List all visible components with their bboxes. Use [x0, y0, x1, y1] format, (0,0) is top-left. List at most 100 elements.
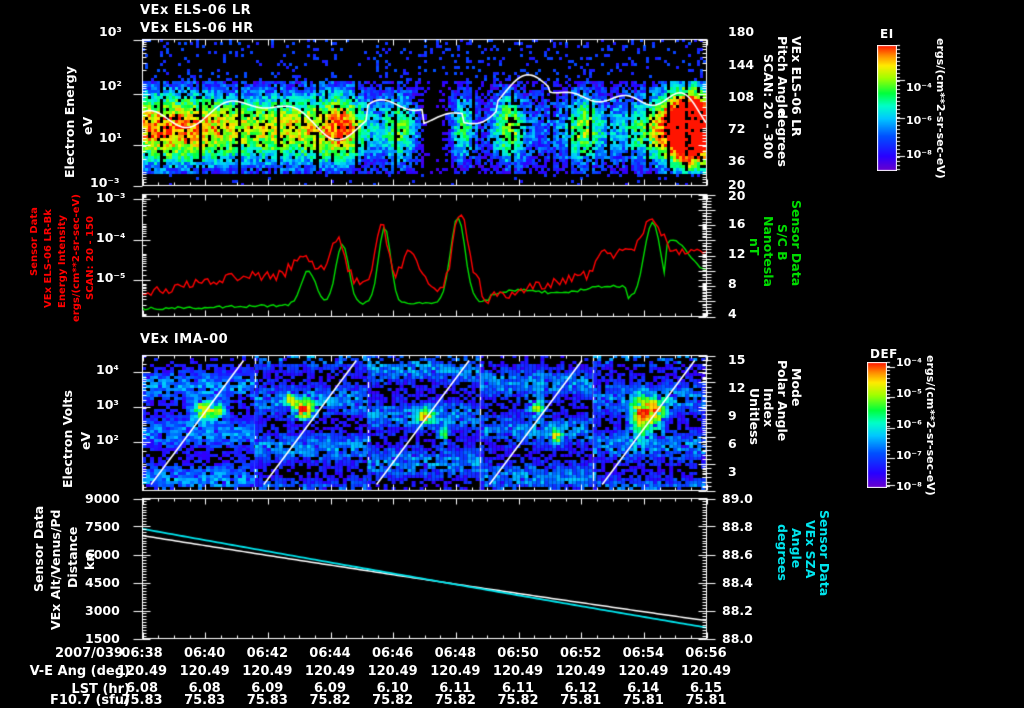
panel2-left-label-3: ergs/(cm**2-sr-sec-eV) [71, 194, 82, 322]
panel3-rtick-4: 3 [728, 464, 737, 479]
panel3-ytick-1: 10³ [96, 397, 119, 412]
panel4-ytick-4: 3000 [85, 603, 120, 618]
panel1-rtick-0: 180 [728, 24, 755, 39]
panel3-cbtick-2: 10⁻⁶ [896, 418, 922, 431]
bottom-table-f107-8: 75.81 [622, 693, 664, 708]
panel2-ytick-0: 10⁻³ [96, 190, 126, 205]
bottom-table-ve-ang-9: 120.49 [680, 664, 732, 679]
panel2-right-label-0: Sensor Data [789, 200, 804, 287]
panel4-ytick-0: 9000 [85, 491, 120, 506]
bottom-table-rowlabel-0: V-E Ang (deg) [29, 664, 130, 679]
panel1-ytick-2: 10¹ [99, 130, 122, 145]
panel1-rtick-3: 72 [728, 121, 746, 136]
panel1-colorbar-unit: ergs/(cm**2-sr-sec-eV) [934, 38, 947, 179]
panel2-rtick-0: 20 [728, 188, 746, 203]
bottom-table-lst-7: 6.12 [564, 681, 597, 696]
panel2-left-label-2: Energy Intensity [57, 214, 68, 308]
bottom-table-ve-ang-1: 120.49 [179, 664, 230, 679]
panel2-ytick-1: 10⁻⁴ [96, 230, 126, 245]
bottom-table-lst-6: 6.11 [501, 681, 535, 696]
panel2-ytick-2: 10⁻⁵ [96, 270, 126, 285]
panel3-right-label-0: Mode [789, 368, 804, 407]
panel4-right-label-1: VEx SZA [803, 520, 818, 579]
bottom-table-lst-5: 6.11 [439, 681, 472, 696]
bottom-table-f107-6: 75.82 [497, 693, 539, 708]
bottom-table-lst-9: 6.15 [689, 681, 723, 696]
bottom-table-lst-3: 6.09 [313, 681, 347, 696]
bottom-table-f107-5: 75.82 [434, 693, 476, 708]
panel1-ytick-1: 10² [99, 78, 122, 93]
panel1-rtick-2: 108 [728, 89, 755, 104]
panel4-right-label-0: Sensor Data [817, 510, 832, 597]
panel3-colorbar [867, 362, 887, 488]
panel1-rtick-5: 20 [728, 177, 746, 192]
panel2-right-label-2: Nanotesla [761, 216, 776, 287]
panel1-colorbar [877, 45, 897, 171]
panel3-right-label-2: Index [761, 388, 776, 428]
panel4-right-label-2: Angle [789, 528, 804, 569]
panel1-title-lr: VEx ELS-06 LR [140, 3, 252, 18]
panel3-title: VEx IMA-00 [140, 332, 229, 347]
panel3-cbtick-1: 10⁻⁵ [896, 387, 922, 400]
bottom-table-f107-3: 75.82 [309, 693, 351, 708]
panel1-title-hr: VEx ELS-06 HR [140, 21, 254, 36]
panel4-rtick-4: 88.2 [722, 603, 753, 618]
bottom-table-f107-7: 75.81 [560, 693, 602, 708]
panel1-rtick-1: 144 [728, 57, 755, 72]
panel4-ytick-2: 6000 [85, 547, 120, 562]
panel3-ytick-0: 10⁴ [96, 362, 119, 377]
bottom-table-time-8: 06:54 [622, 646, 665, 661]
panel3-rtick-3: 6 [728, 436, 737, 451]
bottom-table-time-6: 06:50 [497, 646, 539, 661]
bottom-table-time-2: 06:42 [246, 646, 289, 661]
panel1-rtick-4: 36 [728, 153, 746, 168]
bottom-table-time-5: 06:48 [434, 646, 477, 661]
panel4-left-label-2: Distance [65, 526, 80, 588]
bottom-table-f107-0: 75.83 [121, 693, 163, 708]
bottom-table-time-3: 06:44 [309, 646, 351, 661]
bottom-table-rowlabel-1: LST (hr) [71, 682, 130, 697]
panel1-colorbar-title: EI [880, 27, 894, 41]
bottom-table-f107-2: 75.83 [246, 693, 288, 708]
panel4-rtick-1: 88.8 [722, 519, 753, 534]
panel3-left-axis-label: Electron Volts [60, 390, 75, 488]
panel3-axes [132, 348, 726, 499]
panel4-rtick-0: 89.0 [722, 491, 753, 506]
bottom-table-ve-ang-0: 120.49 [116, 664, 168, 679]
bottom-table-time-9: 06:56 [685, 646, 727, 661]
panel4-rtick-2: 88.6 [722, 547, 753, 562]
bottom-table-rowlabel-2: F10.7 (sfu) [49, 693, 130, 708]
panel4-ytick-3: 4500 [85, 575, 120, 590]
bottom-table-ve-ang-3: 120.49 [304, 664, 356, 679]
panel3-rtick-0: 15 [728, 352, 746, 367]
panel3-colorbar-title: DEF [870, 347, 898, 361]
panel3-right-label-1: Polar Angle [775, 360, 790, 442]
panel2-right-label-1: S/C B [775, 224, 790, 261]
panel4-right-label-3: degrees [775, 524, 790, 581]
panel2-axes [132, 187, 726, 325]
panel1-axes [132, 32, 726, 194]
bottom-table-ve-ang-5: 120.49 [430, 664, 481, 679]
bottom-table-ve-ang-2: 120.49 [242, 664, 293, 679]
bottom-table-lst-8: 6.14 [627, 681, 660, 696]
panel1-right-label-2: degrees [775, 110, 790, 167]
panel1-right-label-1: VEx ELS-06 LR [789, 36, 804, 137]
panel3-rtick-1: 12 [728, 380, 746, 395]
bottom-table-lst-2: 6.09 [251, 681, 284, 696]
panel2-right-label-3: nT [747, 238, 762, 256]
panel3-colorbar-ticks [887, 360, 897, 490]
bottom-table-time-7: 06:52 [559, 646, 602, 661]
bottom-table-time-4: 06:46 [371, 646, 414, 661]
panel3-left-axis-unit: eV [78, 431, 93, 450]
panel2-left-label-0: Sensor Data [29, 207, 40, 276]
panel4-ytick-5: 1500 [85, 631, 120, 646]
bottom-table-f107-1: 75.83 [184, 693, 226, 708]
bottom-table-lst-4: 6.10 [376, 681, 409, 696]
bottom-table-lst-1: 6.08 [188, 681, 221, 696]
bottom-table-ve-ang-8: 120.49 [618, 664, 669, 679]
panel1-right-label-0: Pitch Angle [775, 36, 790, 117]
panel1-colorbar-ticks [897, 43, 907, 173]
panel1-cbtick-0: 10⁻⁴ [906, 81, 932, 94]
panel2-rtick-2: 12 [728, 246, 746, 261]
